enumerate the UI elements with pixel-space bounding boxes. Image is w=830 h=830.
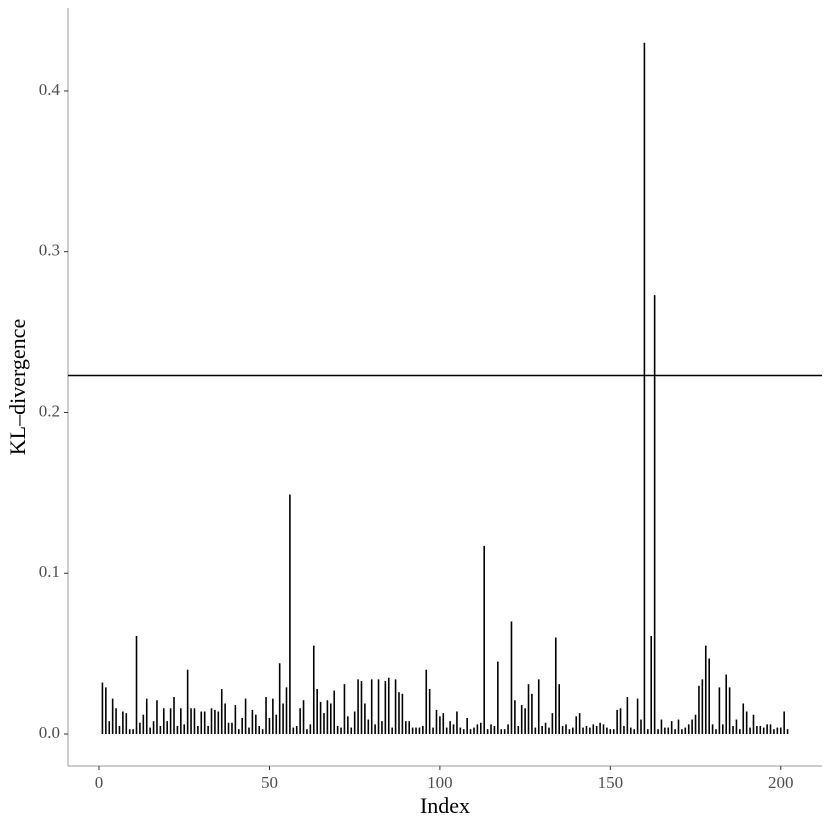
x-axis-label: Index [420, 793, 470, 818]
x-tick-label: 100 [427, 773, 453, 792]
x-tick-label: 50 [261, 773, 278, 792]
x-tick-label: 0 [95, 773, 104, 792]
x-tick-label: 150 [598, 773, 624, 792]
y-tick-label: 0.1 [39, 562, 60, 581]
y-axis-label: KL–divergence [5, 319, 30, 455]
x-tick-label: 200 [768, 773, 794, 792]
y-tick-label: 0.0 [39, 723, 60, 742]
y-tick-label: 0.3 [39, 241, 60, 260]
y-tick-label: 0.2 [39, 401, 60, 420]
y-tick-label: 0.4 [39, 80, 61, 99]
